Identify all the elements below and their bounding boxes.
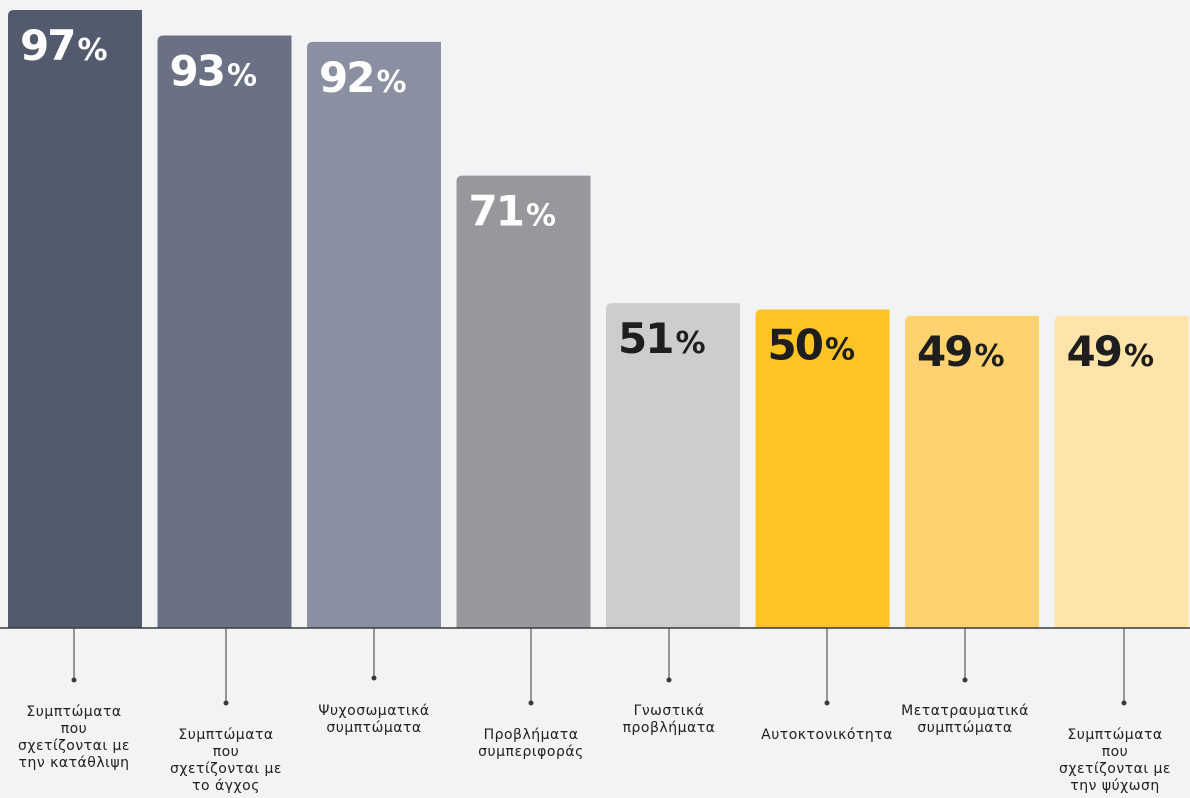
bar-6: [755, 309, 890, 628]
value-labels-group: 97% 93% 92 % 71 % 51% 50% 49% 49%: [20, 21, 1154, 376]
bar-4: [456, 175, 591, 629]
bar-value-label-4: 71%: [469, 187, 557, 236]
category-label-7: Μετατραυματικά συμπτώματα: [890, 703, 1040, 737]
bar-value-label-5: 51%: [618, 314, 706, 363]
category-label-line: σχετίζονται με: [1058, 761, 1171, 777]
category-label-line: το άγχος: [192, 778, 260, 794]
bar-3: [307, 41, 441, 629]
leader-dot-5: [666, 677, 672, 683]
category-label-5: Γνωστικά προβλήματα: [594, 703, 744, 737]
bar-value-label-2: 93%: [170, 46, 258, 95]
category-label-line: συμπτώματα: [917, 720, 1013, 736]
bar-value-label-7: 49%: [917, 327, 1005, 376]
leader-dot-6: [824, 700, 830, 706]
leader-dot-1: [71, 677, 77, 683]
bar-2: [157, 35, 292, 628]
bars-group: [8, 10, 1189, 629]
bar-5: [606, 303, 740, 628]
category-label-line: συμπτώματα: [326, 720, 422, 736]
category-label-line: προβλήματα: [622, 720, 716, 736]
leader-lines-group: [71, 628, 1127, 706]
category-label-2: Συμπτώματα που σχετίζονται με το άγχος: [151, 727, 301, 795]
category-label-line: την ψύχωση: [1070, 778, 1160, 794]
category-label-line: την κατάθλιψη: [18, 755, 130, 771]
category-label-line: Προβλήματα: [483, 727, 579, 743]
category-label-line: συμπεριφοράς: [478, 744, 584, 760]
category-label-4: Προβλήματα συμπεριφοράς: [456, 727, 606, 761]
category-label-6: Αυτοκτονικότητα: [752, 727, 902, 744]
leader-dot-2: [223, 700, 229, 706]
category-label-line: που: [1101, 744, 1129, 760]
category-label-line: σχετίζονται με: [169, 761, 282, 777]
bar-value-label-3: 92%: [319, 53, 407, 102]
bar-value-label-1: 97%: [20, 21, 108, 70]
category-label-line: σχετίζονται με: [17, 738, 130, 754]
bar-1: [8, 10, 142, 628]
category-label-line: Γνωστικά: [633, 703, 705, 719]
leader-dot-3: [371, 675, 377, 681]
category-label-1: Συμπτώματα που σχετίζονται με την κατάθλιψη: [0, 704, 149, 772]
bar-value-label-8: 49%: [1067, 327, 1155, 376]
category-label-line: Συμπτώματα: [178, 727, 274, 743]
leader-dot-8: [1121, 700, 1127, 706]
category-label-line: Ψυχοσωματικά: [318, 703, 430, 719]
bar-8: [1054, 315, 1189, 628]
category-label-3: Ψυχοσωματικά συμπτώματα: [299, 703, 449, 737]
leader-dot-4: [528, 700, 534, 706]
category-label-line: που: [212, 744, 240, 760]
category-label-line: Συμπτώματα: [1067, 727, 1163, 743]
leader-dot-7: [962, 677, 968, 683]
bar-7: [905, 315, 1039, 628]
category-label-line: Μετατραυματικά: [901, 703, 1029, 719]
category-label-line: Αυτοκτονικότητα: [761, 727, 893, 743]
category-label-line: που: [60, 721, 88, 737]
bar-value-label-6: 50%: [768, 320, 856, 369]
category-label-line: Συμπτώματα: [26, 704, 122, 720]
category-label-8: Συμπτώματα που σχετίζονται με την ψύχωση: [1040, 727, 1190, 795]
